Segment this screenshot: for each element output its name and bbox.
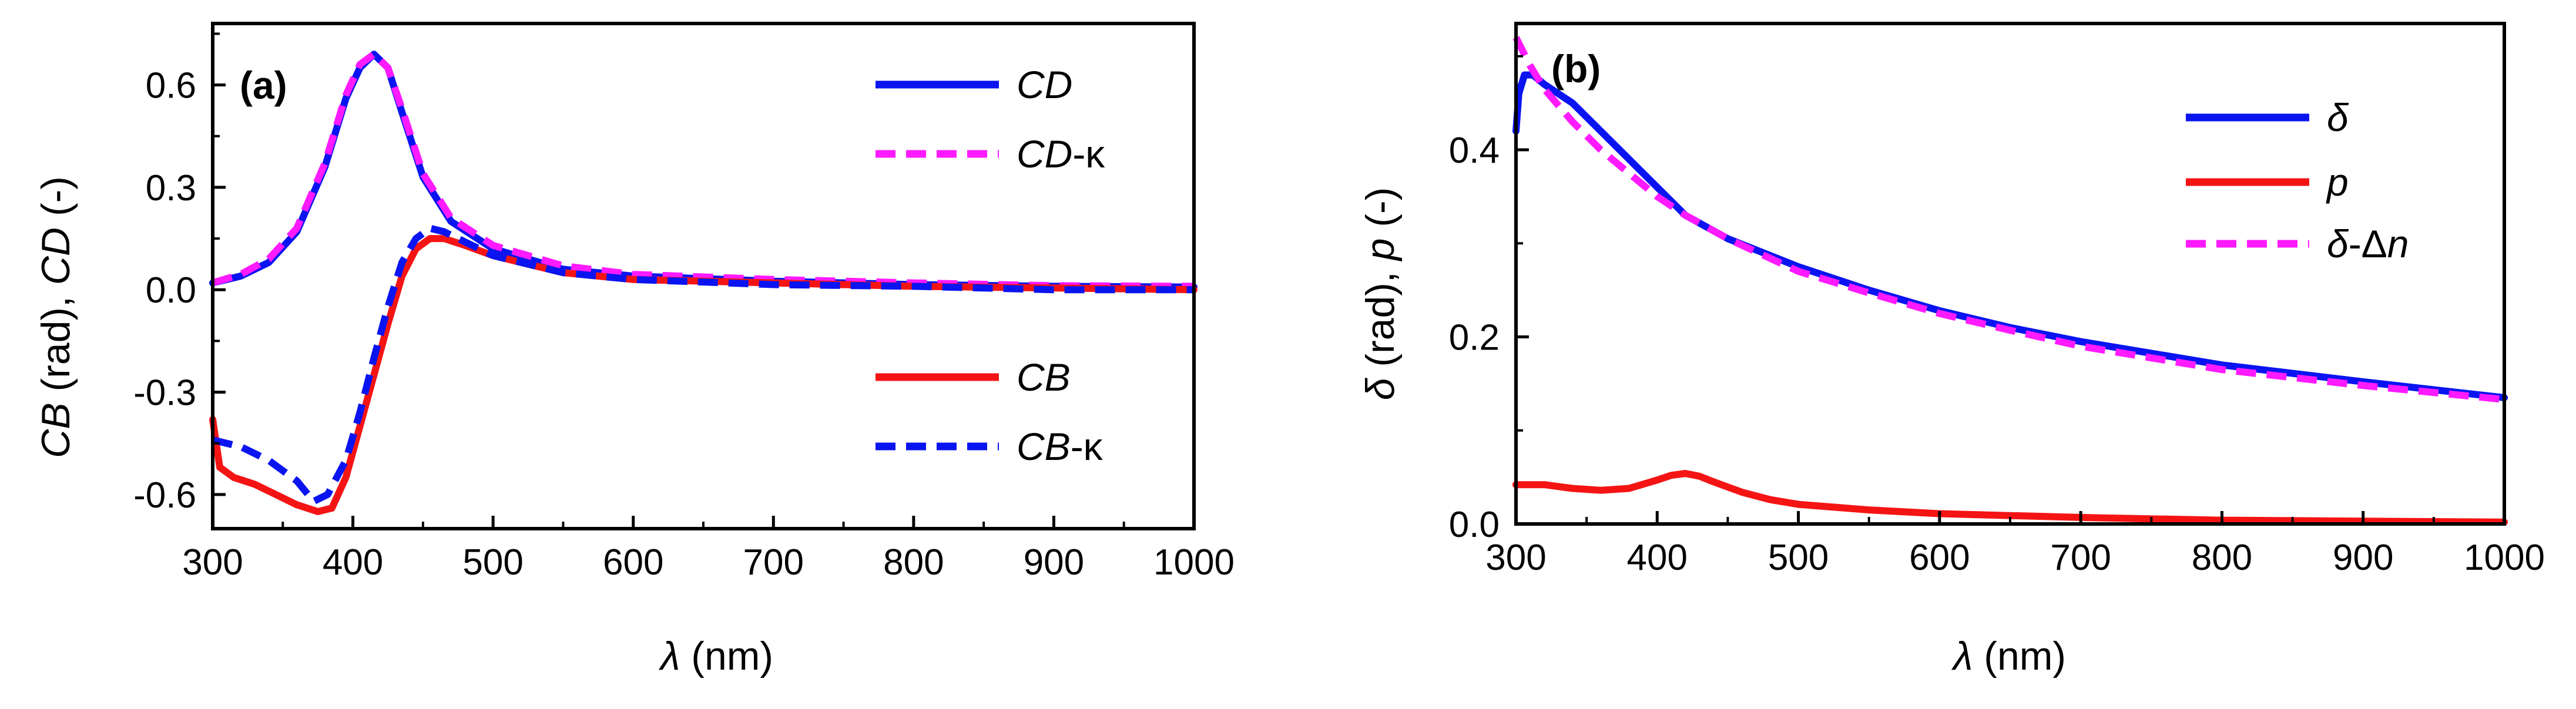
legend-label-delta-dn: δ-Δn xyxy=(2327,222,2409,266)
x-tick-label-b-3: 600 xyxy=(1909,537,1970,578)
x-tick-label-b-6: 900 xyxy=(2333,537,2393,578)
panel-b-tag: (b) xyxy=(1551,47,1601,90)
panel-a-series xyxy=(209,51,1198,515)
panel-b-ticks: 300 400 500 600 700 800 900 1000 0.0 0.2 0.4 xyxy=(1449,55,2545,578)
panel-a-xlabel: λ (nm) xyxy=(658,634,773,678)
panel-a-frame xyxy=(211,22,1196,530)
x-tick-label-b-4: 700 xyxy=(2050,537,2111,578)
x-tick-label-a-7: 1000 xyxy=(1153,542,1235,583)
panel-b-xlabel: λ (nm) xyxy=(1951,634,2066,678)
y-tick-label-a-2: 0.0 xyxy=(146,270,196,311)
x-tick-label-a-3: 600 xyxy=(603,542,663,583)
x-tick-label-a-0: 300 xyxy=(182,542,243,583)
panel-a-ticks: 300 400 500 600 700 800 900 1000 -0.6 -0.3 0.0 0.3 0… xyxy=(133,32,1235,583)
series-line-a-3 xyxy=(212,224,1194,505)
panel-b-legend: δ p δ-Δn xyxy=(2186,96,2409,266)
panel-a-legend-top: CD CD-κ xyxy=(876,63,1105,176)
x-tick-label-b-7: 1000 xyxy=(2464,537,2545,578)
panel-b-frame xyxy=(1514,22,2506,526)
y-tick-label-a-4: 0.6 xyxy=(146,66,196,106)
panel-a-tag: (a) xyxy=(240,63,287,107)
x-tick-label-a-6: 900 xyxy=(1024,542,1084,583)
x-tick-label-a-1: 400 xyxy=(323,542,383,583)
x-tick-label-a-2: 500 xyxy=(462,542,523,583)
panel-a-legend-bottom: CB CB-κ xyxy=(876,355,1103,468)
x-tick-label-b-0: 300 xyxy=(1485,537,1546,578)
x-tick-label-b-2: 500 xyxy=(1768,537,1829,578)
y-tick-label-a-1: -0.3 xyxy=(133,373,196,414)
panel-a: 300 400 500 600 700 800 900 1000 -0.6 -0.3 0.0 0.3 0… xyxy=(33,22,1235,678)
x-tick-label-b-5: 800 xyxy=(2192,537,2252,578)
panel-b-ylabel: δ (rad), p (-) xyxy=(1358,187,1403,401)
x-tick-label-a-5: 800 xyxy=(883,542,944,583)
x-tick-label-a-4: 700 xyxy=(743,542,804,583)
legend-label-delta: δ xyxy=(2327,96,2349,139)
y-tick-label-b-2: 0.4 xyxy=(1449,130,1500,171)
legend-label-cd-kappa: CD-κ xyxy=(1017,132,1105,176)
legend-label-cb-kappa: CB-κ xyxy=(1017,425,1103,468)
y-tick-label-b-0: 0.0 xyxy=(1449,505,1500,545)
legend-label-p: p xyxy=(2326,160,2349,204)
series-line-b-2 xyxy=(1512,36,2505,404)
panel-b: 300 400 500 600 700 800 900 1000 0.0 0.2 0.4 (b) δ… xyxy=(1358,22,2545,678)
y-tick-label-a-3: 0.3 xyxy=(146,168,196,209)
x-tick-label-b-1: 400 xyxy=(1627,537,1688,578)
legend-label-cd: CD xyxy=(1017,63,1072,106)
y-tick-label-b-1: 0.2 xyxy=(1449,317,1500,358)
panel-a-ylabel: CB (rad), CD (-) xyxy=(33,176,78,458)
legend-label-cb: CB xyxy=(1017,355,1071,399)
y-tick-label-a-0: -0.6 xyxy=(133,475,196,516)
